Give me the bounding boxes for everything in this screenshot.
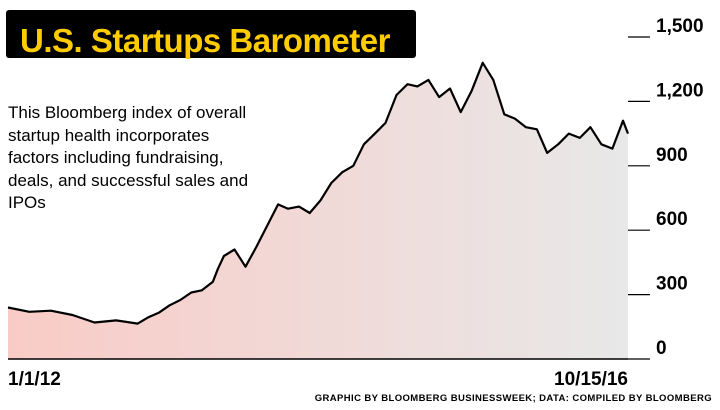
x-tick-label-start: 1/1/12 xyxy=(8,369,61,390)
source-credit: GRAPHIC BY BLOOMBERG BUSINESSWEEK; DATA:… xyxy=(314,393,712,404)
chart-description: This Bloomberg index of overall startup … xyxy=(8,103,249,212)
y-tick-label: 900 xyxy=(656,145,688,166)
y-axis: 0 300 600 900 1,200 1,500 xyxy=(628,16,704,360)
y-tick-label: 300 xyxy=(656,274,688,295)
y-tick-label: 1,200 xyxy=(656,80,704,101)
series-line xyxy=(7,61,630,325)
title-banner: U.S. Startups Barometer xyxy=(6,10,416,59)
x-axis: 1/1/12 10/15/16 xyxy=(8,369,628,390)
x-tick-label-end: 10/15/16 xyxy=(554,369,628,390)
chart-title: U.S. Startups Barometer xyxy=(20,22,390,59)
area-fill xyxy=(8,62,628,360)
y-tick-label: 0 xyxy=(656,338,667,359)
y-tick-label: 600 xyxy=(656,209,688,230)
y-tick-label: 1,500 xyxy=(656,16,704,37)
